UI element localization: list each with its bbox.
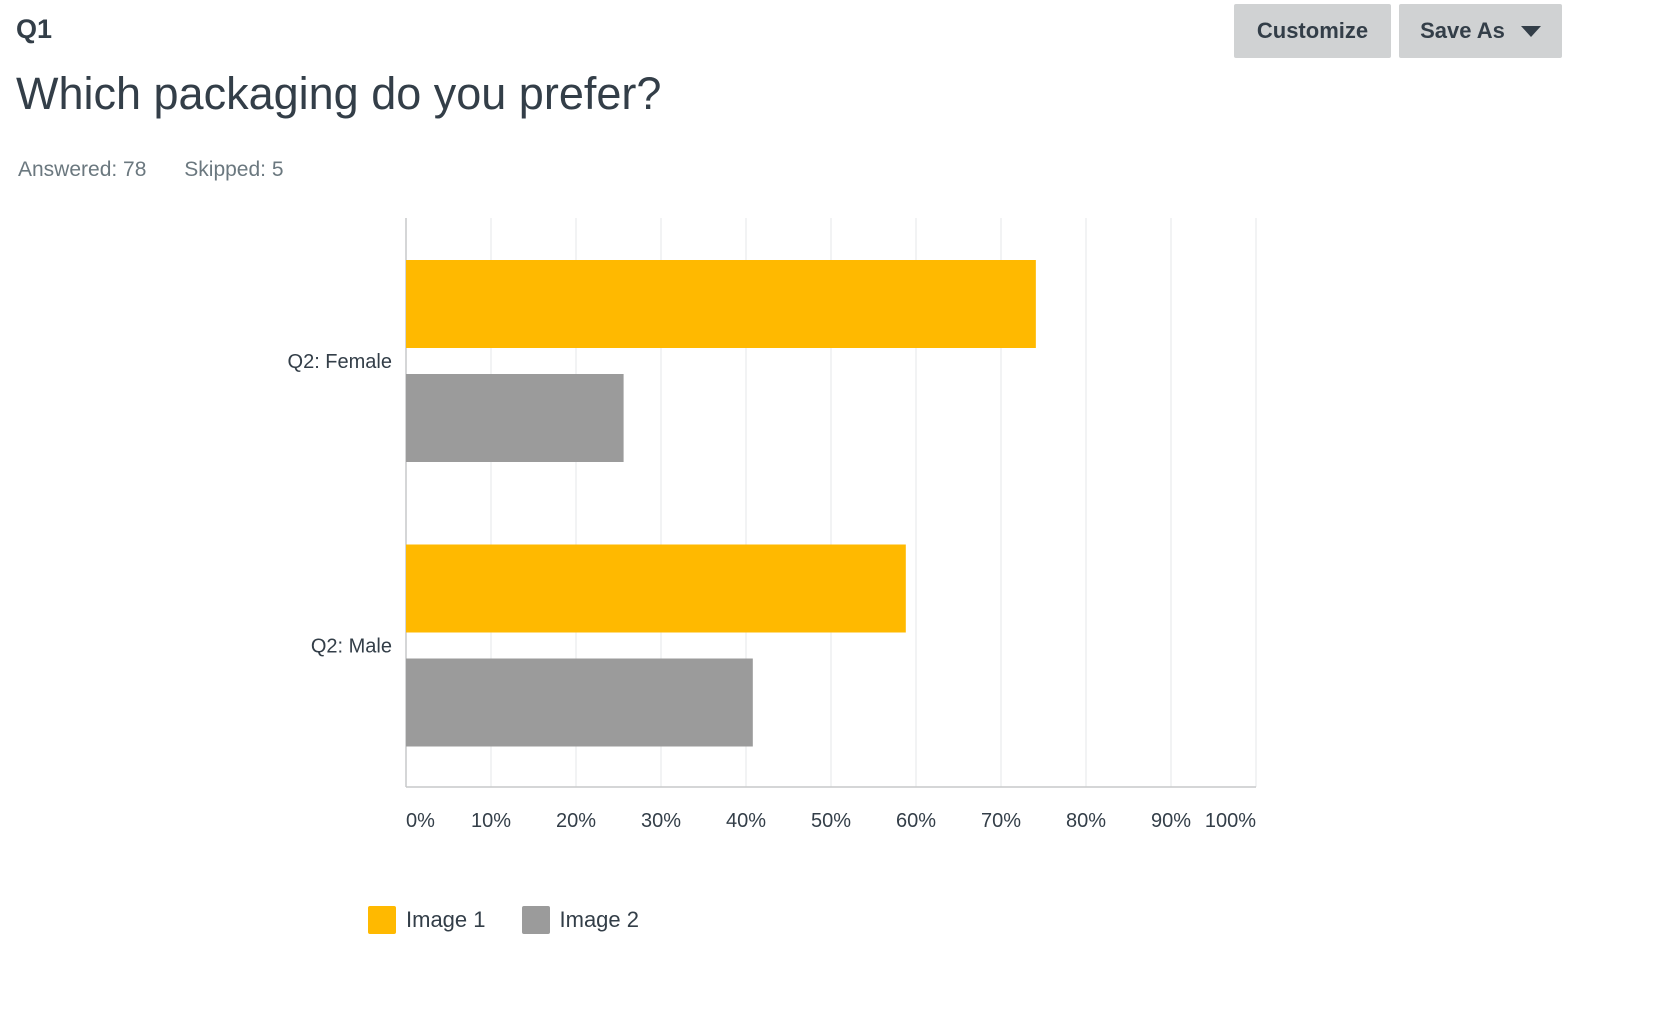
skipped-count: Skipped: 5 [184,158,284,181]
legend-swatch [521,906,550,934]
x-tick-label: 20% [556,810,596,832]
category-label: Q2: Female [288,351,392,373]
legend-label: Image 2 [559,907,640,932]
save-as-button-label: Save As [1420,18,1505,43]
answered-count: Answered: 78 [18,158,147,181]
chart-legend: Image 1 Image 2 [368,906,675,934]
x-tick-label: 10% [471,810,511,832]
question-number: Q1 [16,14,53,44]
legend-swatch [368,906,396,934]
x-tick-label: 100% [1205,810,1256,832]
response-stats: Answered: 78 Skipped: 5 [18,158,316,182]
customize-button-label: Customize [1256,18,1369,43]
x-tick-label: 90% [1151,810,1191,832]
x-tick-label: 80% [1066,810,1106,832]
question-title: Which packaging do you prefer? [16,68,662,119]
customize-button[interactable]: Customize [1234,4,1391,58]
x-tick-label: 60% [896,810,936,832]
x-tick-label: 40% [726,810,766,832]
x-tick-label: 50% [811,810,851,832]
bar [406,260,1036,348]
bar-chart: 0% 10% 20% 30% 40% 50% 60% 70% 80% 90% 100% Q2: Fem… [288,218,1257,832]
bar [406,544,906,633]
bar [406,374,624,462]
category-label: Q2: Male [311,636,392,658]
save-as-button[interactable]: Save As [1399,4,1562,58]
x-tick-label: 70% [981,810,1021,832]
bar [406,658,753,747]
x-tick-label: 0% [406,810,435,832]
chevron-down-icon [1520,25,1541,37]
legend-item: Image 1 [368,906,486,934]
legend-item: Image 2 [521,906,640,934]
legend-label: Image 1 [406,907,486,932]
x-tick-label: 30% [641,810,681,832]
